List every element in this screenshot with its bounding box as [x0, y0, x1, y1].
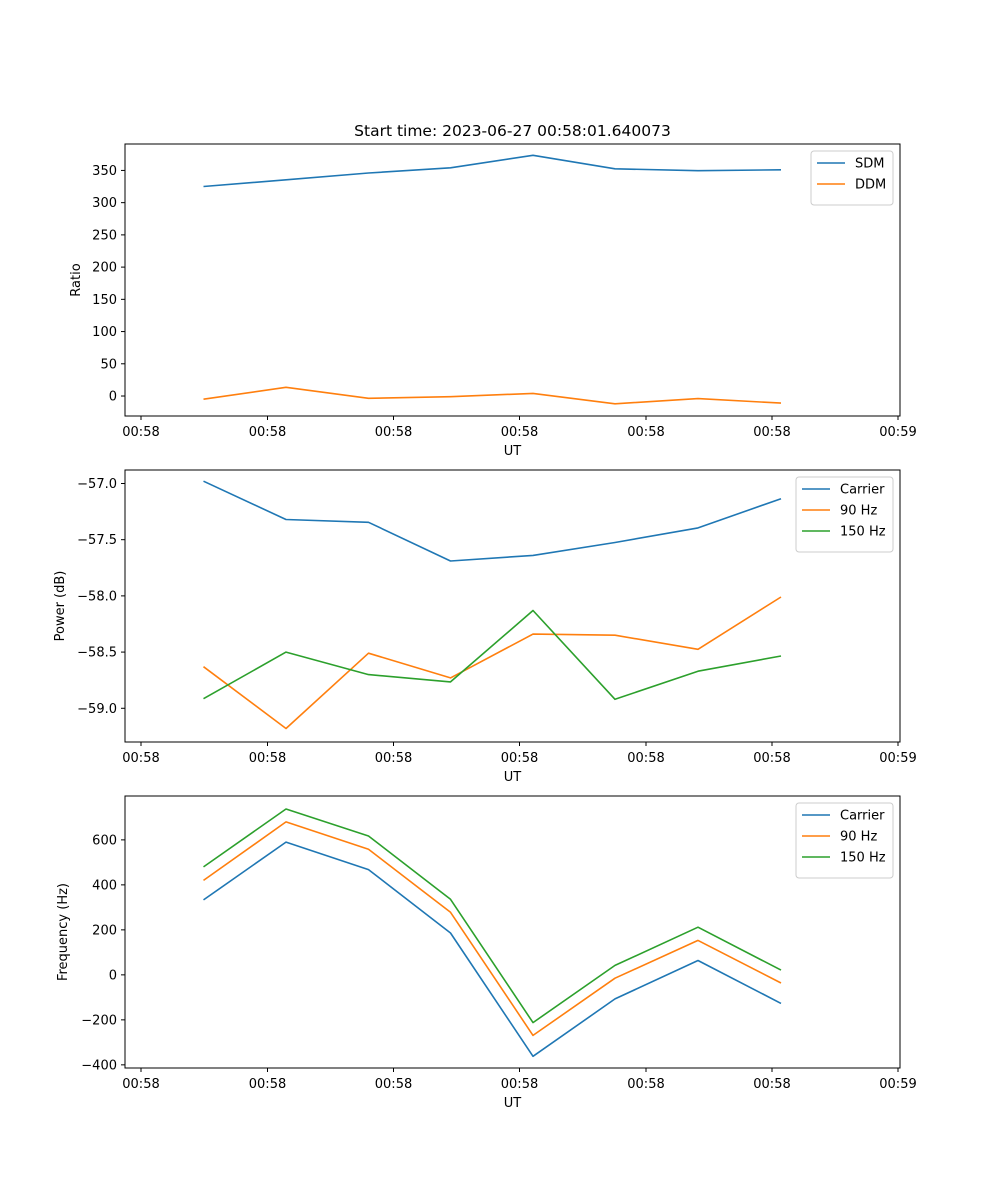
series-line-150-hz — [203, 609, 782, 701]
legend-label: 150 Hz — [840, 851, 886, 866]
legend-label: Carrier — [840, 483, 885, 498]
x-tick-label: 00:58 — [627, 1077, 664, 1092]
x-axis-label: UT — [504, 770, 522, 785]
y-tick-label: −200 — [81, 1013, 117, 1028]
y-tick-label: 600 — [92, 833, 117, 848]
legend: SDM DDM — [810, 150, 894, 206]
panel-2: 00:58 00:58 00:58 00:58 00:58 00:58 00:59 UT −59… — [53, 469, 917, 785]
y-tick-label: −59.0 — [77, 702, 117, 717]
series-line-ddm — [203, 386, 782, 405]
x-tick-label: 00:58 — [122, 1077, 159, 1092]
x-tick-label: 00:58 — [753, 425, 790, 440]
y-tick-label: 250 — [92, 228, 117, 243]
x-tick-label: 00:58 — [501, 1077, 538, 1092]
y-axis-label: Frequency (Hz) — [56, 883, 71, 981]
legend-box — [810, 150, 894, 206]
y-tick-label: 300 — [92, 196, 117, 211]
x-tick-label: 00:59 — [879, 425, 916, 440]
legend-label: 90 Hz — [840, 830, 877, 845]
x-tick-label: 00:58 — [753, 1077, 790, 1092]
x-tick-label: 00:58 — [501, 425, 538, 440]
y-tick-label: −58.0 — [77, 589, 117, 604]
series-line-carrier — [203, 841, 782, 1058]
legend-label: 150 Hz — [840, 525, 886, 540]
y-tick-label: 50 — [100, 357, 117, 372]
x-axis-label: UT — [504, 444, 522, 459]
chart-title: Start time: 2023-06-27 00:58:01.640073 — [354, 122, 671, 140]
plot-frame — [124, 795, 901, 1069]
plot-frame — [124, 143, 901, 417]
x-axis-label: UT — [504, 1096, 522, 1111]
x-tick-label: 00:59 — [879, 751, 916, 766]
y-tick-label: −58.5 — [77, 646, 117, 661]
legend: Carrier 90 Hz 150 Hz — [795, 476, 894, 553]
y-tick-label: −57.5 — [77, 533, 117, 548]
legend-label: 90 Hz — [840, 504, 877, 519]
x-tick-label: 00:58 — [501, 751, 538, 766]
series-line-sdm — [203, 154, 782, 188]
plot-frame — [124, 469, 901, 743]
y-tick-label: 0 — [109, 390, 117, 405]
y-tick-label: 350 — [92, 164, 117, 179]
x-tick-label: 00:58 — [375, 425, 412, 440]
x-tick-label: 00:58 — [249, 1077, 286, 1092]
y-tick-label: −400 — [81, 1058, 117, 1073]
y-tick-label: −57.0 — [77, 477, 117, 492]
y-tick-label: 200 — [92, 923, 117, 938]
x-tick-label: 00:58 — [627, 425, 664, 440]
y-tick-label: 0 — [109, 968, 117, 983]
series-line-90-hz — [203, 596, 782, 730]
legend-label: Carrier — [840, 809, 885, 824]
x-tick-label: 00:59 — [879, 1077, 916, 1092]
y-tick-label: 400 — [92, 878, 117, 893]
x-tick-label: 00:58 — [753, 751, 790, 766]
x-tick-label: 00:58 — [122, 425, 159, 440]
series-line-150-hz — [203, 808, 782, 1024]
x-tick-label: 00:58 — [627, 751, 664, 766]
y-tick-label: 150 — [92, 293, 117, 308]
panel-1: Start time: 2023-06-27 00:58:01.64007300… — [69, 122, 917, 459]
x-tick-label: 00:58 — [375, 751, 412, 766]
legend-box — [795, 476, 894, 553]
y-tick-label: 200 — [92, 261, 117, 276]
x-tick-label: 00:58 — [249, 751, 286, 766]
y-axis-label: Power (dB) — [53, 571, 68, 642]
legend-box — [795, 802, 894, 879]
x-tick-label: 00:58 — [375, 1077, 412, 1092]
panel-3: 00:58 00:58 00:58 00:58 00:58 00:58 00:59 UT −40… — [56, 795, 917, 1111]
series-line-carrier — [203, 480, 782, 562]
y-tick-label: 100 — [92, 325, 117, 340]
legend-label: SDM — [855, 157, 884, 172]
series-line-90-hz — [203, 821, 782, 1037]
y-axis-label: Ratio — [69, 263, 84, 296]
x-tick-label: 00:58 — [122, 751, 159, 766]
x-tick-label: 00:58 — [249, 425, 286, 440]
legend: Carrier 90 Hz 150 Hz — [795, 802, 894, 879]
legend-label: DDM — [855, 178, 886, 193]
